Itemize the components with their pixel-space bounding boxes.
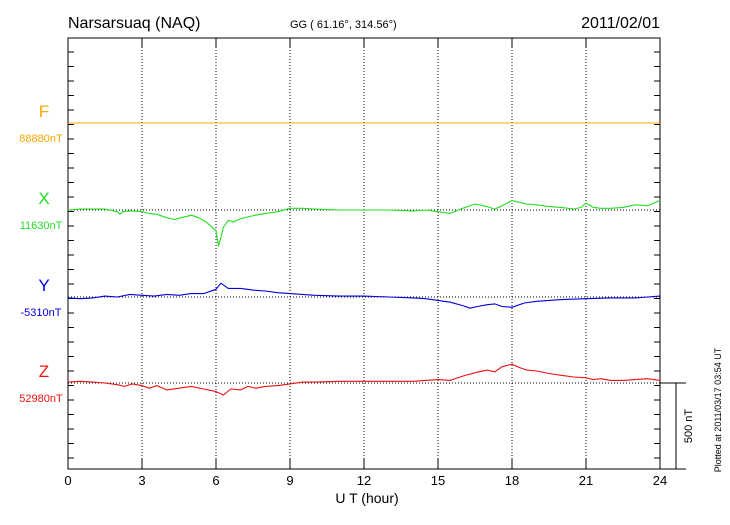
series-baseline-label-f: 88880nT [19,133,63,145]
series-line-x [67,199,661,247]
series-baseline-label-x: 11630nT [20,220,63,232]
series-baseline-label-z: 52980nT [19,393,63,405]
x-tick-label-9: 9 [286,473,293,488]
plotted-note: Plotted at 2011/03/17 03:54 UT [713,347,723,472]
x-tick-label-18: 18 [505,473,519,488]
x-tick-label-24: 24 [653,473,667,488]
series-x: X 11630nT [20,189,661,247]
grid [141,38,587,469]
series-group: F 88880nT X 11630nT Y -5310nT Z 52980nT [19,102,661,405]
series-name-z: Z [39,362,49,381]
chart-date: 2011/02/01 [581,15,660,32]
scale-bar [660,382,686,470]
x-tick-label-12: 12 [357,473,371,488]
series-baseline-label-y: -5310nT [21,307,62,319]
scale-bar-label: 500 nT [683,409,695,444]
x-ticks: 0 3 6 9 12 15 18 21 24 [64,38,667,488]
x-tick-label-3: 3 [138,473,145,488]
x-tick-label-15: 15 [431,473,445,488]
series-name-x: X [38,189,49,208]
x-axis-label: U T (hour) [335,490,398,506]
series-y: Y -5310nT [21,276,661,319]
series-f: F 88880nT [19,102,660,145]
series-z: Z 52980nT [19,362,661,405]
station-title: Narsarsuaq (NAQ) [68,15,200,32]
station-coords: GG ( 61.16°, 314.56°) [290,19,397,31]
x-tick-label-21: 21 [579,473,593,488]
series-name-y: Y [38,276,49,295]
x-tick-label-6: 6 [212,473,219,488]
series-line-y [67,282,661,309]
x-tick-label-0: 0 [64,473,71,488]
series-line-z [67,363,661,396]
series-name-f: F [39,102,49,121]
